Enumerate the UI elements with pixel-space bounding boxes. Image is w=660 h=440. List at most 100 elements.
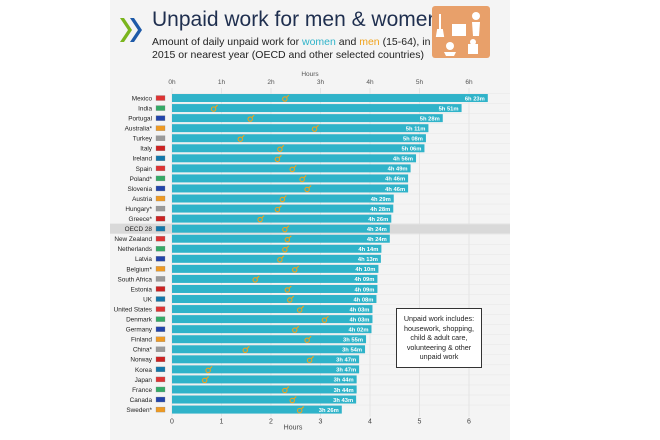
men-marker-arrow [285,225,290,229]
women-bar [172,284,378,293]
men-marker-arrow [205,376,210,380]
note-line-1: Unpaid work includes: [403,314,475,323]
men-marker-icon [289,166,296,173]
women-value-label: 5h 28m [420,116,440,122]
men-marker-arrow [283,195,287,199]
women-value-label: 4h 26m [368,217,388,223]
country-flag-icon [155,236,166,242]
women-bar [172,395,357,404]
women-bar [172,164,411,173]
women-bar [172,295,377,304]
country-flag-icon [155,286,166,292]
women-bar [172,274,378,283]
country-flag-icon [155,105,166,111]
country-label: South Africa [118,276,153,283]
men-marker-icon [296,407,303,414]
women-value-label: 3h 43m [333,398,353,404]
country-label: Ireland [132,156,152,163]
women-bar [172,315,373,324]
country-label: Japan [135,377,153,384]
x-tick-top: 1h [218,79,226,86]
country-label: Sweden* [126,407,152,414]
women-value-label: 5h 08m [403,137,423,143]
men-marker-icon [284,287,291,293]
women-value-label: 4h 49m [388,167,408,173]
men-marker-icon [289,397,296,404]
country-label: Turkey [133,136,153,143]
country-flag-icon [155,226,166,232]
country-label: Norway [130,357,152,364]
women-value-label: 4h 28m [370,207,390,213]
men-marker-arrow [285,245,290,249]
men-marker-icon [277,257,283,263]
country-flag-icon [155,95,166,101]
country-label: OECD 28 [125,226,153,233]
country-flag-icon [155,336,166,342]
country-label: Greece* [129,216,153,223]
men-marker-arrow [325,315,329,320]
women-bar [172,234,390,243]
women-value-label: 3h 55m [343,338,363,344]
women-value-label: 4h 24m [367,237,387,243]
men-marker-icon [311,126,318,132]
women-value-label: 4h 02m [349,327,369,333]
women-value-label: 4h 13m [358,257,378,263]
men-marker-arrow [300,406,305,410]
women-value-label: 4h 09m [354,277,374,283]
subtitle-men: men [359,36,380,48]
country-label: Korea [135,367,152,374]
country-label: Denmark [126,317,153,324]
country-flag-icon [155,266,166,272]
men-marker-icon [299,176,305,183]
women-bar [172,325,372,334]
x-tick-top: 2h [267,79,275,86]
men-marker-arrow [295,325,300,330]
men-marker-icon [257,216,263,223]
women-value-label: 6h 23m [465,96,485,102]
women-value-label: 5h 11m [406,126,426,132]
country-flag-icon [155,396,166,403]
women-bar [172,305,373,314]
country-flag-icon [155,246,166,252]
men-marker-arrow [251,114,255,119]
men-marker-arrow [261,215,265,219]
country-flag-icon [155,175,166,182]
country-label: Germany [126,327,153,334]
x-tick-top: 6h [465,79,473,86]
women-value-label: 4h 46m [385,177,405,183]
x-tick-bottom: 4 [368,419,372,426]
x-tick-top: 4h [366,79,374,86]
country-flag-icon [155,215,166,222]
men-marker-arrow [241,134,245,139]
country-flag-icon [155,296,166,302]
note-line-2: housework, shopping, [404,323,474,333]
men-marker-icon [282,387,288,394]
subtitle-women: women [302,36,336,48]
men-marker-arrow [300,305,305,309]
women-value-label: 4h 09m [354,287,374,293]
unpaid-work-note: Unpaid work includes: housework, shoppin… [396,308,482,368]
country-flag-icon [155,145,166,151]
country-flag-icon [155,316,166,322]
men-marker-icon [237,136,244,142]
men-marker-arrow [278,205,282,209]
men-marker-icon [296,307,303,313]
men-marker-arrow [278,154,282,159]
country-label: India [138,105,152,112]
women-bar [172,214,392,223]
country-label: Mexico [132,95,153,102]
women-bar [172,114,443,123]
men-marker-arrow [293,396,297,400]
page-title: Unpaid work for men & women [152,8,440,31]
men-marker-icon [287,297,293,303]
women-bar [172,335,367,344]
men-marker-icon [247,116,253,122]
men-marker-arrow [288,235,292,239]
women-bar [172,94,488,103]
subtitle-text-pre: Amount of daily unpaid work for [152,36,302,48]
men-marker-icon [277,146,283,153]
country-flag-icon [155,326,166,332]
x-axis-label-bottom: Hours [284,425,303,432]
men-marker-icon [284,236,291,243]
